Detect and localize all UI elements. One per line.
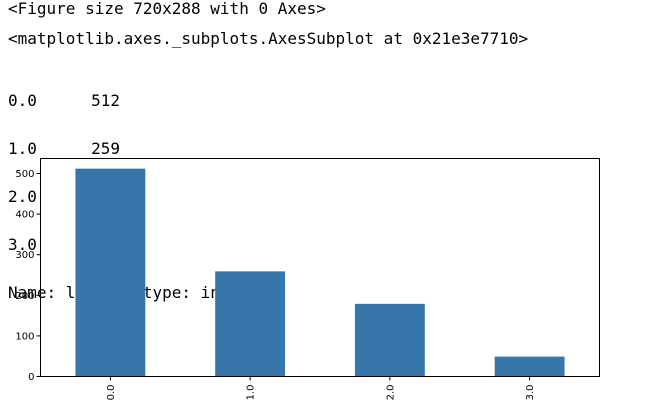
axes-frame: [40, 158, 600, 377]
y-tick-label: 200: [15, 291, 34, 302]
bars-layer: [75, 168, 565, 377]
bar-chart: 0 100 200 300 400 500 0.0 1.0 2.0 3.0: [15, 158, 600, 401]
axes-subplot-output: <matplotlib.axes._subplots.AxesSubplot a…: [8, 29, 529, 48]
y-tick-label: 0: [28, 372, 34, 383]
y-tick-label: 300: [15, 250, 34, 261]
y-tick-label: 500: [15, 169, 34, 180]
bar-0.0: [75, 168, 146, 377]
y-tick-label: 400: [15, 210, 34, 221]
y-tick-label: 100: [15, 331, 34, 342]
x-tick-label: 0.0: [106, 385, 117, 401]
series-row: 1.0 259: [8, 139, 120, 158]
series-row: 0.0 512: [8, 91, 120, 110]
bar-3.0: [494, 356, 565, 377]
bar-2.0: [354, 303, 425, 377]
x-axis: 0.0 1.0 2.0 3.0: [106, 376, 536, 401]
x-tick-label: 1.0: [246, 385, 257, 401]
bar-1.0: [215, 271, 286, 377]
figure-size-output: <Figure size 720x288 with 0 Axes>: [8, 0, 326, 18]
y-axis: 0 100 200 300 400 500: [15, 169, 41, 383]
x-tick-label: 2.0: [385, 385, 396, 401]
x-tick-label: 3.0: [525, 385, 536, 401]
